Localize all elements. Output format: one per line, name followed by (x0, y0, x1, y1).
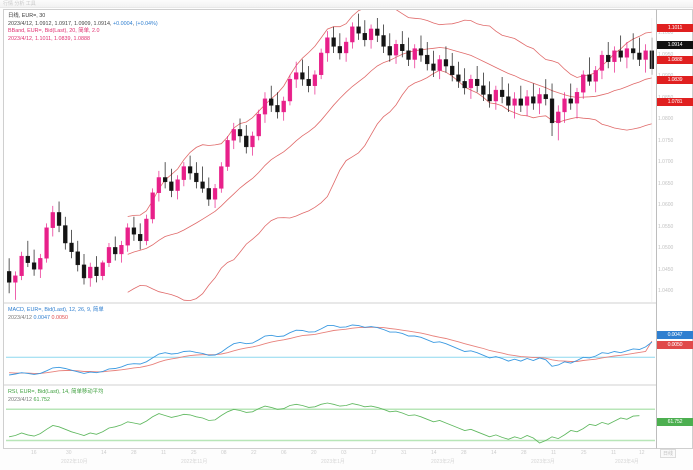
price-tick: 1.0450 (658, 267, 674, 273)
ohlc-date: 2023/4/12 (8, 20, 32, 27)
price-tag: 1.0888 (657, 56, 693, 64)
ohlc-change-pct: (+0.04%) (135, 20, 158, 27)
osc-date: 2023/4/12 (8, 396, 32, 403)
time-tick: 11 (611, 450, 617, 456)
ohlc-line: 2023/4/12, 1.0912, 1.0917, 1.0909, 1.091… (8, 20, 158, 27)
interval-badge[interactable]: 日线 (660, 449, 677, 458)
time-tick: 14 (431, 450, 437, 456)
macd-legend: MACD, EUR=, Bid(Last), 12, 26, 9, 简单 202… (8, 307, 104, 322)
price-tick: 1.0750 (658, 138, 674, 144)
price-tick: 1.0650 (658, 181, 674, 187)
macd-tag: 0.0050 (657, 341, 693, 349)
macd-date: 2023/4/12 (8, 314, 32, 321)
price-tick: 1.0500 (658, 245, 674, 251)
time-tick: 16 (31, 450, 37, 456)
time-tick: 14 (101, 450, 107, 456)
time-tick: 11 (161, 450, 167, 456)
osc-legend: RSI, EUR=, Bid(Last), 14, 简单移动平均 2023/4/… (8, 389, 103, 404)
top-toolbar[interactable]: 行情 分析 工具 (0, 0, 693, 8)
time-tick: 31 (401, 450, 407, 456)
chart-canvas[interactable] (4, 10, 657, 450)
ohlc-close: 1.0914 (93, 20, 110, 27)
time-month: 2022年11月 (181, 459, 208, 465)
time-month: 2022年10月 (61, 459, 88, 465)
time-tick: 14 (491, 450, 497, 456)
time-tick: 08 (221, 450, 227, 456)
chart-title: 日线, EUR=, 30 (8, 13, 46, 19)
price-tag: 1.0839 (657, 76, 693, 84)
price-tick: 1.0700 (658, 159, 674, 165)
osc-params: RSI, EUR=, Bid(Last), 14, 简单移动平均 (8, 389, 104, 395)
chart-frame[interactable]: 日线, EUR=, 30 2023/4/12, 1.0912, 1.0917, … (3, 9, 657, 450)
ohlc-high: 1.0917 (54, 20, 71, 27)
macd-dif: 0.0047 (33, 314, 50, 321)
price-tick: 1.0550 (658, 224, 674, 230)
time-tick: 22 (251, 450, 257, 456)
price-legend: 日线, EUR=, 30 2023/4/12, 1.0912, 1.0917, … (8, 13, 158, 43)
price-tick: 1.0800 (658, 116, 674, 122)
price-tick: 1.0400 (658, 288, 674, 294)
time-tick: 17 (371, 450, 377, 456)
ohlc-low: 1.0909 (73, 20, 91, 27)
time-tick: 25 (191, 450, 197, 456)
time-tick: 03 (341, 450, 347, 456)
time-tick: 28 (521, 450, 527, 456)
bband-values: 2023/4/12, 1.1011, 1.0839, 1.0888 (8, 35, 91, 42)
price-tag: 1.0781 (657, 98, 693, 106)
macd-params: MACD, EUR=, Bid(Last), 12, 26, 9, 简单 (8, 307, 104, 313)
price-tick: 1.0950 (658, 52, 674, 58)
time-month: 2023年2月 (431, 459, 455, 465)
time-tick: 28 (461, 450, 467, 456)
price-tick: 1.0600 (658, 202, 674, 208)
time-tick: 06 (281, 450, 287, 456)
macd-dea: 0.0050 (51, 314, 68, 321)
ohlc-change: +0.0004 (112, 20, 133, 27)
toolbar-label: 行情 分析 工具 (3, 1, 36, 7)
time-month: 2023年4月 (615, 459, 639, 465)
price-tag: 1.1011 (657, 24, 693, 32)
time-tick: 25 (581, 450, 587, 456)
macd-tag: 0.0047 (657, 331, 693, 339)
time-tick: 28 (131, 450, 137, 456)
macd-values: 2023/4/12 0.0047 0.0050 (8, 315, 104, 323)
osc-value: 61.752 (33, 396, 50, 403)
ohlc-open: 1.0912 (34, 20, 52, 27)
price-tick: 1.1000 (658, 30, 674, 36)
time-tick: 11 (551, 450, 557, 456)
time-month: 2023年3月 (531, 459, 555, 465)
time-tick: 12 (639, 450, 645, 456)
time-month: 2023年1月 (321, 459, 345, 465)
osc-values: 2023/4/12 61.752 (8, 397, 103, 405)
time-tick: 30 (66, 450, 72, 456)
time-axis[interactable]: 16 30 14 28 11 25 08 22 06 20 03 17 31 14 28 14 28 11 25 11… (3, 450, 656, 470)
osc-tag: 61.752 (657, 418, 693, 426)
price-axis[interactable]: 1.10001.09501.09001.08501.08001.07501.07… (656, 9, 693, 449)
bband-params: BBand, EUR=, Bid(Last), 20, 简单, 2.0 (8, 28, 100, 34)
time-tick: 20 (311, 450, 317, 456)
price-tag: 1.0914 (657, 41, 693, 49)
